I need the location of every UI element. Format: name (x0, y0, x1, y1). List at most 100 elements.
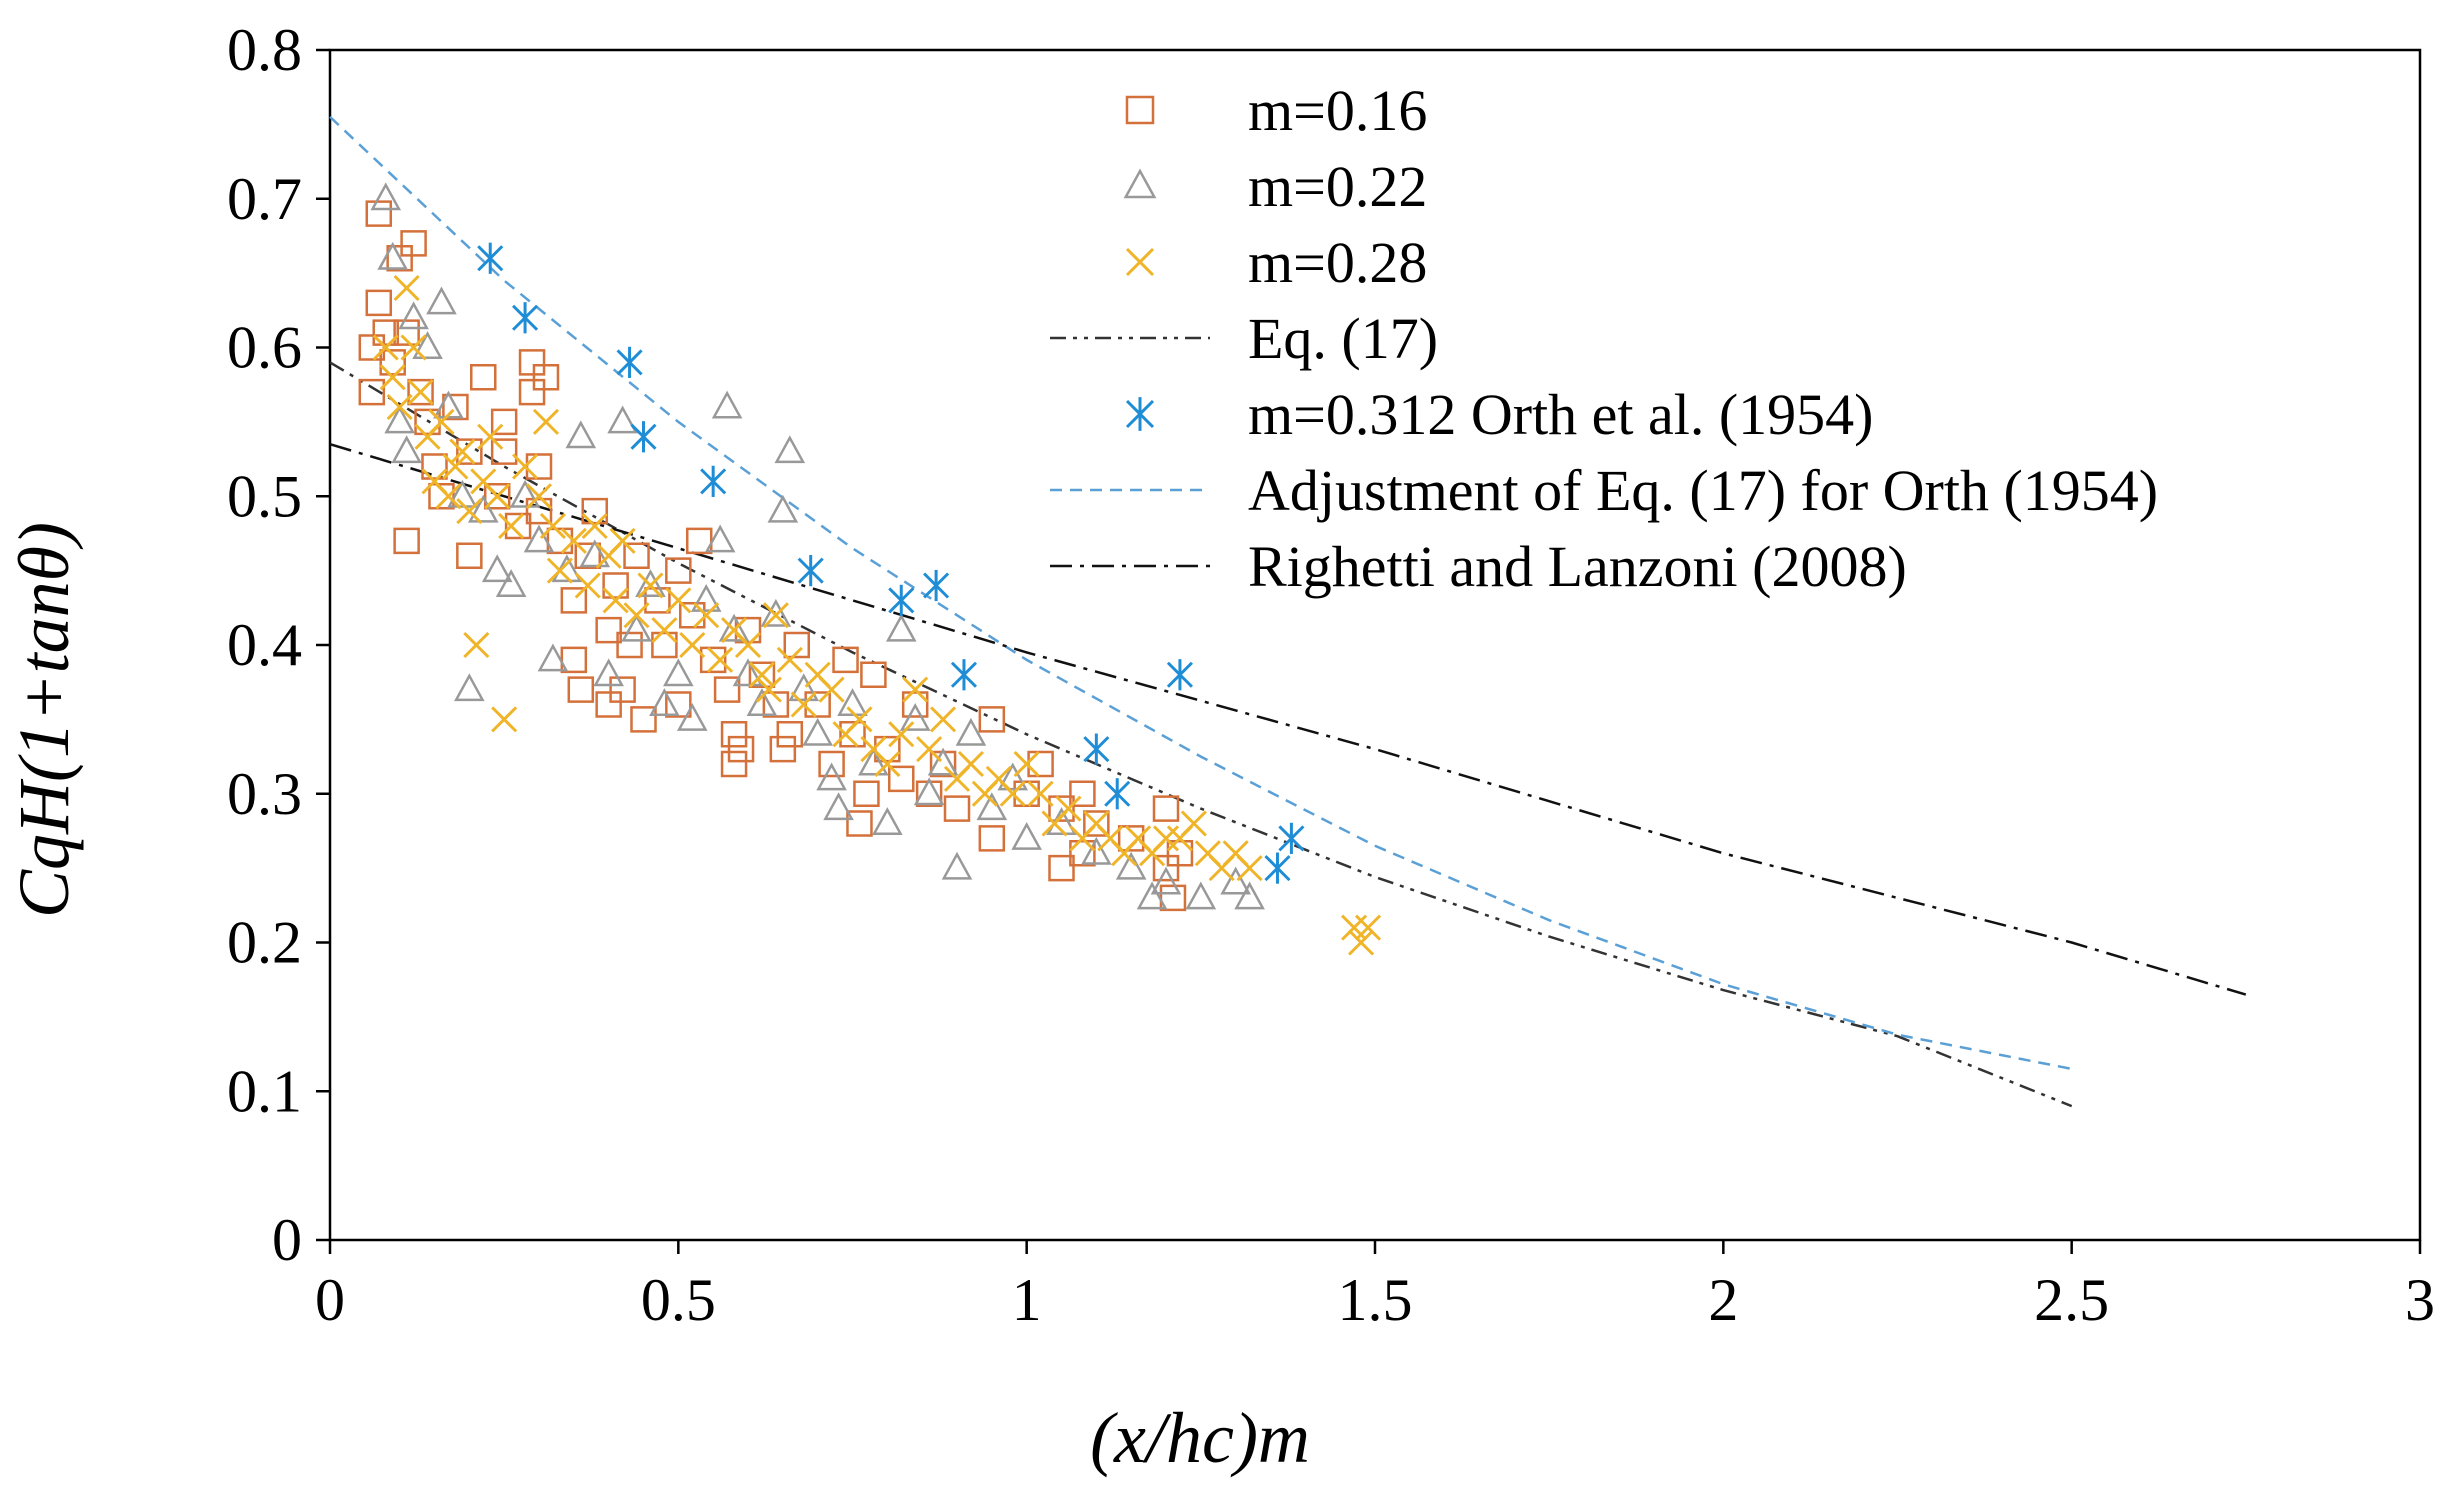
data-point (1055, 795, 1082, 822)
data-point (955, 717, 987, 746)
data-point (1027, 750, 1054, 778)
data-point (426, 286, 457, 315)
data-point (609, 527, 636, 554)
data-point (546, 557, 573, 584)
data-point (370, 182, 402, 211)
x-axis-title: (x/hc)m (1090, 1398, 1310, 1478)
data-point (727, 735, 755, 763)
y-tick-label: 0.1 (227, 1058, 302, 1124)
data-point (704, 524, 736, 553)
data-point (762, 602, 789, 629)
series-m-0-16 (358, 200, 1194, 912)
legend-item-eq-17: Eq. (17) (1050, 306, 1438, 371)
data-point (481, 554, 513, 583)
data-point (1013, 750, 1040, 778)
data-point (874, 750, 901, 778)
data-point (923, 569, 950, 602)
data-point (649, 688, 680, 716)
data-point (483, 483, 511, 510)
data-point (978, 706, 1006, 733)
data-point (1236, 855, 1263, 882)
data-point (630, 421, 657, 453)
data-point (978, 825, 1006, 852)
series-line-adjustment-of-eq-17-for-orth-1954 (329, 115, 2072, 1071)
x-tick-label: 0.5 (641, 1267, 716, 1333)
data-point (565, 420, 597, 449)
data-point (491, 706, 518, 733)
data-point (393, 319, 420, 346)
data-point (456, 438, 483, 465)
data-point (837, 688, 868, 716)
y-tick-label: 0.2 (227, 910, 302, 976)
data-point (858, 747, 889, 776)
data-point (512, 453, 539, 480)
y-tick-label: 0.6 (227, 315, 302, 381)
plot-border (328, 48, 2422, 1242)
data-point (477, 423, 504, 450)
data-point (1152, 854, 1180, 882)
data-point (525, 497, 553, 525)
data-point (490, 408, 518, 436)
data-point (797, 555, 824, 587)
data-point (379, 364, 406, 391)
data-point (372, 334, 399, 361)
data-point (732, 658, 764, 687)
data-point (902, 676, 929, 703)
data-point (711, 390, 743, 419)
data-point (525, 453, 553, 480)
y-tick-label: 0.5 (227, 463, 302, 529)
data-point (734, 631, 762, 659)
data-point (976, 792, 1008, 821)
data-point (1115, 851, 1147, 880)
data-point (776, 721, 804, 748)
legend-label: Adjustment of Eq. (17) for Orth (1954) (1248, 458, 2158, 523)
data-point (818, 676, 845, 703)
y-tick-label: 0.3 (227, 761, 302, 827)
data-point (1011, 821, 1042, 850)
legend-label: m=0.312 Orth et al. (1954) (1248, 382, 1873, 447)
data-point (602, 572, 629, 599)
data-point (428, 408, 455, 435)
legend-item-m-0-16: m=0.16 (1125, 78, 1427, 143)
data-point (579, 539, 611, 568)
x-tick-label: 2 (1708, 1267, 1738, 1333)
data-point (623, 542, 650, 569)
y-axis-title: CqH(1+tanθ) (4, 522, 84, 918)
data-point (442, 453, 469, 480)
data-point (818, 750, 845, 778)
x-tick-label: 0 (315, 1267, 345, 1333)
data-point (456, 498, 483, 525)
data-point (1264, 852, 1291, 884)
data-point (950, 659, 978, 691)
series-lines (329, 115, 2247, 1108)
x-tick-label: 3 (2405, 1267, 2435, 1333)
data-point (957, 750, 984, 778)
data-point (532, 408, 560, 435)
data-point (1104, 778, 1131, 810)
x-tick-label: 1.5 (1338, 1267, 1413, 1333)
data-point (1278, 822, 1305, 854)
data-point (574, 542, 602, 569)
data-point (699, 646, 727, 674)
data-point (679, 631, 706, 659)
data-point (823, 792, 854, 821)
data-point (1081, 836, 1112, 865)
data-point (872, 807, 903, 835)
data-point (504, 512, 532, 540)
data-point (997, 762, 1029, 791)
data-point (885, 613, 917, 642)
axis-ticks: 0 0.5 1 1.5 2 2.5 3 0 0.1 0.2 0.3 0.4 0.5 0.6 0.7 0.8 (227, 17, 2435, 1333)
data-point (690, 583, 722, 612)
data-point (365, 289, 393, 317)
data-point (391, 435, 422, 464)
legend-swatch (1123, 168, 1157, 199)
data-point (637, 572, 664, 599)
y-tick-label: 0.7 (227, 166, 302, 232)
data-point (748, 661, 776, 688)
data-point (700, 465, 727, 497)
data-point (435, 483, 462, 510)
data-point (1069, 780, 1096, 807)
data-point (888, 721, 915, 748)
legend: m=0.16 m=0.22 m=0.28 Eq. (17) m=0.312 Orth e… (1050, 78, 2158, 599)
data-point (802, 717, 833, 746)
